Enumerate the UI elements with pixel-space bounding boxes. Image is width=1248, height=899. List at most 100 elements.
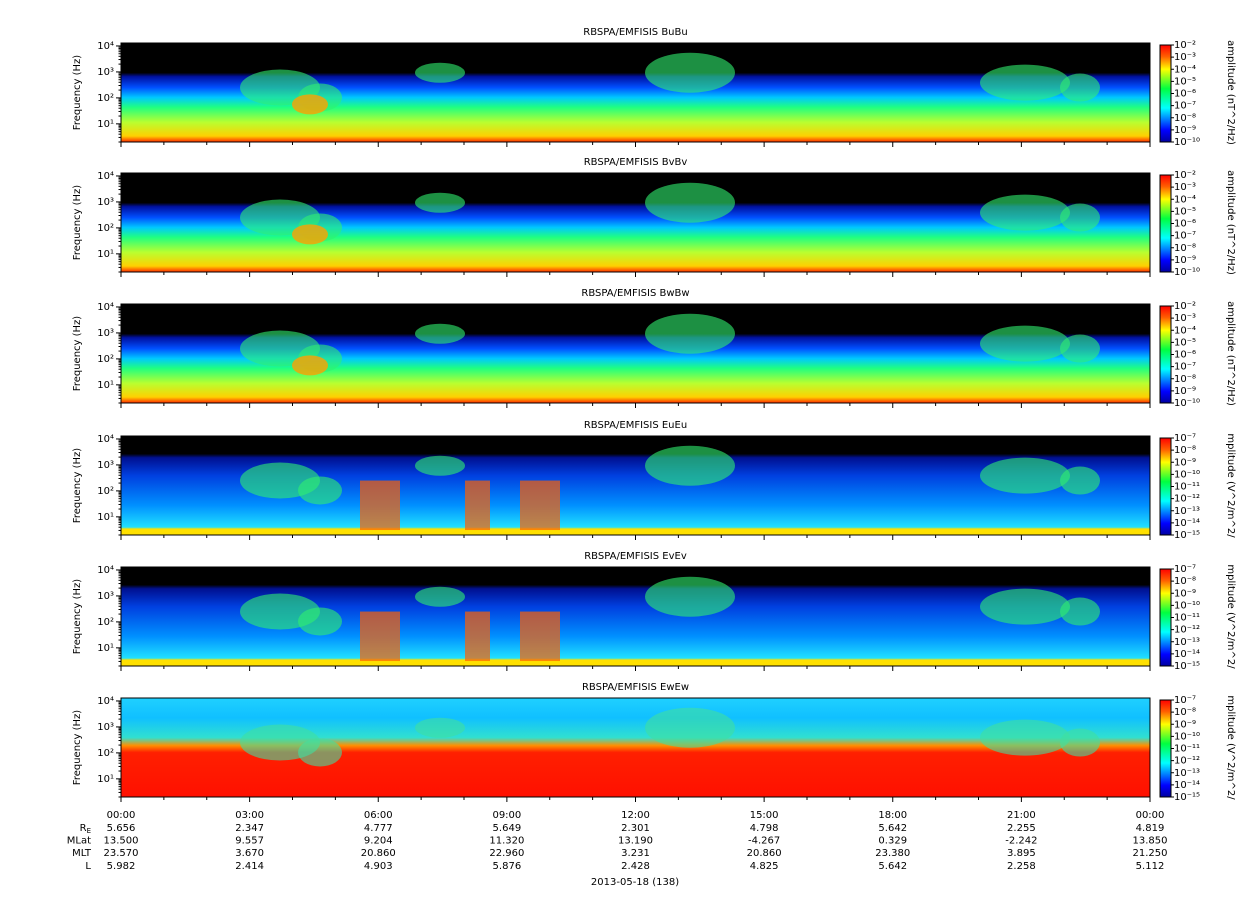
panel-title: RBSPA/EMFISIS BvBv xyxy=(584,157,688,168)
ephemeris-value: 5.642 xyxy=(878,823,907,834)
colorbar-tick-label: 10⁻¹³ xyxy=(1174,506,1200,517)
y-tick-label: 10¹ xyxy=(97,119,114,130)
y-tick-label: 10³ xyxy=(97,67,114,78)
colorbar-tick-label: 10⁻⁴ xyxy=(1174,325,1196,336)
ephemeris-value: 5.649 xyxy=(493,823,522,834)
colorbar-tick-label: 10⁻¹⁴ xyxy=(1174,780,1200,791)
ephemeris-value: 3.895 xyxy=(1007,848,1036,859)
ephemeris-value: 4.777 xyxy=(364,823,393,834)
wave-feature xyxy=(415,192,465,213)
x-tick-label: 00:00 xyxy=(107,810,136,821)
wave-feature xyxy=(1060,597,1100,626)
colorbar-tick-label: 10⁻⁹ xyxy=(1174,125,1196,136)
ephemeris-value: -2.242 xyxy=(1005,836,1037,847)
x-tick-label: 18:00 xyxy=(878,810,907,821)
wave-feature xyxy=(980,719,1070,756)
colorbar-tick-label: 10⁻¹¹ xyxy=(1174,744,1200,755)
colorbar-label: mplitude (V^2/m^2/ xyxy=(1225,695,1236,800)
colorbar-tick-label: 10⁻¹² xyxy=(1174,625,1200,636)
colorbar-tick-label: 10⁻⁷ xyxy=(1174,101,1196,112)
wave-feature xyxy=(645,313,735,354)
colorbar xyxy=(1159,174,1172,273)
colorbar xyxy=(1159,44,1172,143)
ephemeris-label: MLT xyxy=(72,848,92,859)
colorbar-tick-label: 10⁻⁸ xyxy=(1174,374,1196,385)
colorbar-tick-label: 10⁻¹² xyxy=(1174,756,1200,767)
wave-feature xyxy=(465,480,490,531)
wave-feature xyxy=(1060,728,1100,757)
ephemeris-value: -4.267 xyxy=(748,836,780,847)
wave-feature xyxy=(465,611,490,662)
ephemeris-value: 0.329 xyxy=(878,836,907,847)
y-tick-label: 10² xyxy=(97,93,114,104)
ephemeris-value: 23.380 xyxy=(875,848,910,859)
ephemeris-value: 2.255 xyxy=(1007,823,1036,834)
y-tick-label: 10⁴ xyxy=(97,302,114,313)
ephemeris-value: 5.982 xyxy=(107,861,136,872)
y-tick-label: 10¹ xyxy=(97,380,114,391)
colorbar-tick-label: 10⁻¹⁰ xyxy=(1174,137,1200,148)
panel-title: RBSPA/EMFISIS EwEw xyxy=(582,682,689,693)
wave-feature xyxy=(415,62,465,83)
colorbar-tick-label: 10⁻⁸ xyxy=(1174,243,1196,254)
y-tick-label: 10² xyxy=(97,748,114,759)
colorbar-tick-label: 10⁻⁹ xyxy=(1174,386,1196,397)
colorbar-tick-label: 10⁻² xyxy=(1174,301,1196,312)
colorbar xyxy=(1159,699,1172,798)
time-axis: 2013-05-18 (138) 00:00 03:00 06:00 09:00 12:… xyxy=(67,810,1168,888)
wave-feature xyxy=(1060,73,1100,102)
colorbar-label: amplitude (nT^2/Hz) xyxy=(1225,170,1236,275)
ephemeris-value: 2.414 xyxy=(235,861,264,872)
x-tick-label: 00:00 xyxy=(1136,810,1165,821)
panel-title: RBSPA/EMFISIS EvEv xyxy=(584,551,687,562)
colorbar-tick-label: 10⁻³ xyxy=(1174,313,1196,324)
ephemeris-value: 11.320 xyxy=(489,836,524,847)
wave-feature xyxy=(298,607,342,636)
wave-feature xyxy=(298,738,342,767)
y-tick-label: 10¹ xyxy=(97,512,114,523)
colorbar-tick-label: 10⁻⁷ xyxy=(1174,564,1196,575)
y-tick-label: 10³ xyxy=(97,328,114,339)
colorbar-tick-label: 10⁻³ xyxy=(1174,182,1196,193)
y-axis-label: Frequency (Hz) xyxy=(72,710,83,786)
wave-feature xyxy=(520,480,560,531)
colorbar-tick-label: 10⁻⁵ xyxy=(1174,206,1196,217)
ephemeris-value: 4.903 xyxy=(364,861,393,872)
y-tick-label: 10³ xyxy=(97,197,114,208)
colorbar-tick-label: 10⁻¹⁰ xyxy=(1174,469,1200,480)
ephemeris-value: 9.204 xyxy=(364,836,393,847)
colorbar-tick-label: 10⁻² xyxy=(1174,170,1196,181)
y-tick-label: 10⁴ xyxy=(97,434,114,445)
y-tick-label: 10¹ xyxy=(97,643,114,654)
date-label: 2013-05-18 (138) xyxy=(591,877,679,888)
wave-feature xyxy=(645,576,735,617)
colorbar-label: amplitude (nT^2/Hz) xyxy=(1225,301,1236,406)
colorbar-tick-label: 10⁻⁸ xyxy=(1174,445,1196,456)
colorbar xyxy=(1159,437,1172,536)
wave-feature xyxy=(980,325,1070,362)
ephemeris-value: 13.500 xyxy=(104,836,139,847)
y-tick-label: 10⁴ xyxy=(97,696,114,707)
colorbar-tick-label: 10⁻⁸ xyxy=(1174,576,1196,587)
wave-feature xyxy=(298,476,342,505)
wave-feature xyxy=(1060,466,1100,495)
wave-feature xyxy=(980,64,1070,101)
colorbar-tick-label: 10⁻⁶ xyxy=(1174,350,1196,361)
ephemeris-value: 2.258 xyxy=(1007,861,1036,872)
colorbar-tick-label: 10⁻⁸ xyxy=(1174,707,1196,718)
colorbar-tick-label: 10⁻⁹ xyxy=(1174,719,1196,730)
ephemeris-value: 2.301 xyxy=(621,823,650,834)
colorbar-tick-label: 10⁻⁴ xyxy=(1174,64,1196,75)
colorbar-tick-label: 10⁻⁶ xyxy=(1174,89,1196,100)
ephemeris-value: 23.570 xyxy=(104,848,139,859)
ephemeris-label: RE xyxy=(80,823,91,835)
y-axis-label: Frequency (Hz) xyxy=(72,55,83,131)
y-tick-label: 10² xyxy=(97,486,114,497)
wave-feature xyxy=(292,94,328,115)
y-tick-label: 10³ xyxy=(97,722,114,733)
y-tick-label: 10² xyxy=(97,223,114,234)
y-tick-label: 10² xyxy=(97,617,114,628)
y-axis-label: Frequency (Hz) xyxy=(72,316,83,392)
colorbar-tick-label: 10⁻⁴ xyxy=(1174,194,1196,205)
